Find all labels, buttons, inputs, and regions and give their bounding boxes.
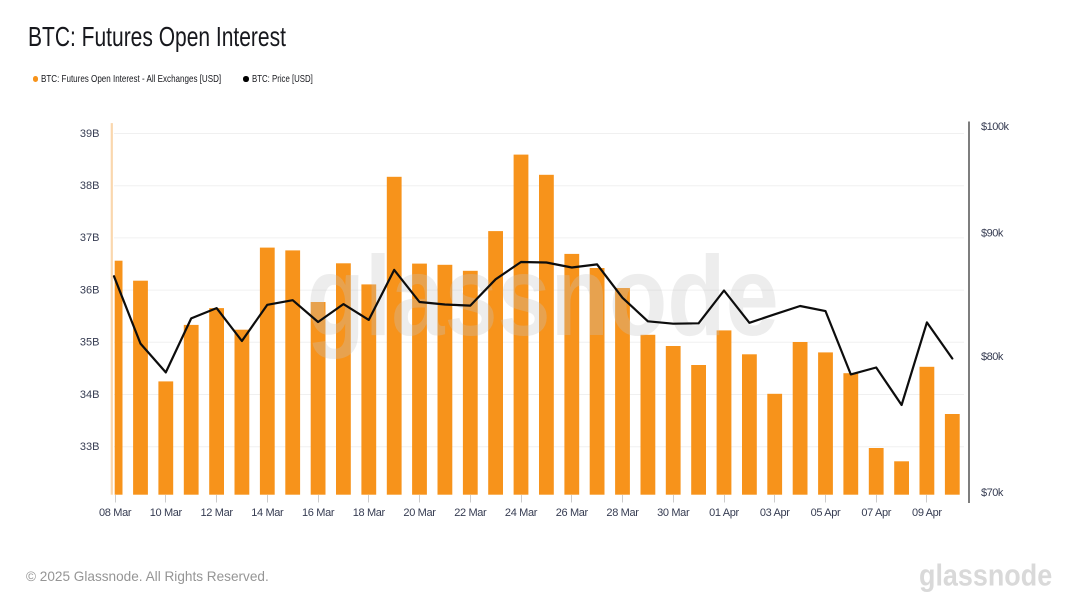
svg-text:$100k: $100k bbox=[981, 121, 1009, 133]
svg-text:10 Mar: 10 Mar bbox=[150, 507, 183, 519]
svg-text:33B: 33B bbox=[80, 441, 100, 453]
svg-text:12 Mar: 12 Mar bbox=[201, 507, 234, 519]
svg-text:30 Mar: 30 Mar bbox=[657, 507, 690, 519]
svg-text:03 Apr: 03 Apr bbox=[760, 507, 790, 519]
svg-text:20 Mar: 20 Mar bbox=[403, 507, 436, 519]
svg-text:18 Mar: 18 Mar bbox=[353, 507, 386, 519]
svg-text:24 Mar: 24 Mar bbox=[505, 507, 538, 519]
svg-text:34B: 34B bbox=[80, 389, 100, 401]
svg-text:26 Mar: 26 Mar bbox=[556, 507, 589, 519]
svg-text:14 Mar: 14 Mar bbox=[251, 507, 284, 519]
svg-text:08 Mar: 08 Mar bbox=[99, 507, 132, 519]
svg-text:22 Mar: 22 Mar bbox=[454, 507, 487, 519]
svg-text:36B: 36B bbox=[80, 284, 100, 296]
svg-text:39B: 39B bbox=[80, 128, 100, 140]
svg-text:05 Apr: 05 Apr bbox=[811, 507, 841, 519]
svg-text:38B: 38B bbox=[80, 180, 100, 192]
svg-text:glassnode: glassnode bbox=[919, 559, 1052, 593]
svg-text:$70k: $70k bbox=[981, 487, 1004, 499]
svg-text:$90k: $90k bbox=[981, 227, 1004, 239]
svg-text:glassnode: glassnode bbox=[307, 233, 779, 359]
svg-text:28 Mar: 28 Mar bbox=[606, 507, 639, 519]
svg-text:01 Apr: 01 Apr bbox=[709, 507, 739, 519]
svg-text:$80k: $80k bbox=[981, 351, 1004, 363]
svg-text:35B: 35B bbox=[80, 337, 100, 349]
svg-text:16 Mar: 16 Mar bbox=[302, 507, 335, 519]
svg-text:07 Apr: 07 Apr bbox=[861, 507, 891, 519]
svg-text:37B: 37B bbox=[80, 232, 100, 244]
svg-text:09 Apr: 09 Apr bbox=[912, 507, 942, 519]
